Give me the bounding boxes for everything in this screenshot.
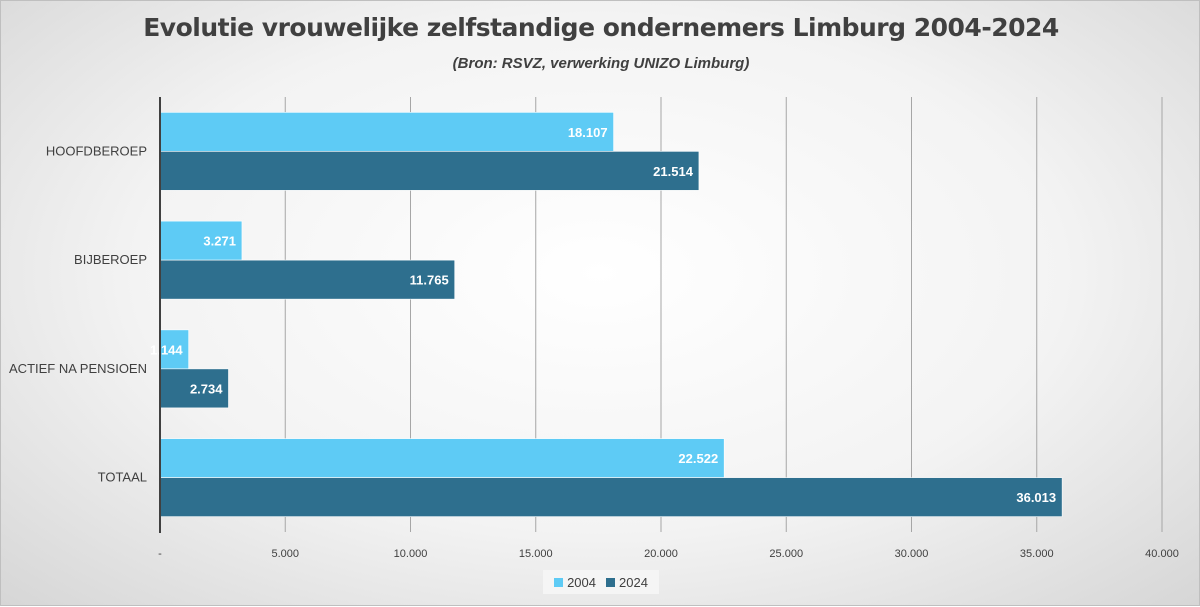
legend-item-2004: 2004	[554, 575, 596, 590]
chart-subtitle: (Bron: RSVZ, verwerking UNIZO Limburg)	[452, 55, 750, 72]
data-label-2004: 1.144	[150, 342, 183, 357]
chart-title: Evolutie vrouwelijke zelfstandige ondern…	[143, 13, 1059, 42]
bar-2024	[159, 151, 700, 191]
bar-2024	[159, 477, 1063, 517]
category-label: ACTIEF NA PENSIOEN	[9, 361, 147, 376]
bar-2024	[159, 259, 456, 300]
legend-swatch-2024	[606, 577, 615, 587]
x-tick-label: 20.000	[644, 548, 678, 560]
data-label-2004: 3.271	[203, 234, 236, 249]
x-tick-label: 40.000	[1145, 548, 1179, 560]
category-label: TOTAAL	[98, 470, 147, 485]
x-tick-label: -	[158, 548, 162, 560]
x-tick-label: 35.000	[1020, 548, 1054, 560]
data-label-2024: 11.765	[410, 273, 449, 288]
legend-label-2024: 2024	[619, 574, 648, 590]
bar-2004	[159, 112, 614, 152]
x-tick-label: 10.000	[394, 548, 428, 560]
x-tick-label: 5.000	[271, 548, 299, 560]
legend-swatch-2004	[554, 577, 564, 587]
data-label-2024: 21.514	[653, 164, 694, 179]
legend-label-2004: 2004	[567, 574, 596, 590]
x-tick-label: 30.000	[895, 548, 929, 560]
legend-item-2024: 2024	[606, 575, 648, 590]
data-label-2004: 22.522	[678, 451, 718, 466]
legend: 2004 2024	[543, 570, 659, 594]
data-label-2024: 36.013	[1016, 490, 1056, 505]
category-label: BIJBEROEP	[74, 252, 147, 267]
x-tick-label: 25.000	[769, 548, 803, 560]
data-label-2004: 18.107	[568, 125, 608, 140]
bar-2004	[159, 438, 725, 478]
x-tick-label: 15.000	[519, 548, 553, 560]
bar-2004	[159, 220, 243, 261]
category-label: HOOFDBEROEP	[46, 143, 147, 158]
data-label-2024: 2.734	[190, 381, 223, 396]
